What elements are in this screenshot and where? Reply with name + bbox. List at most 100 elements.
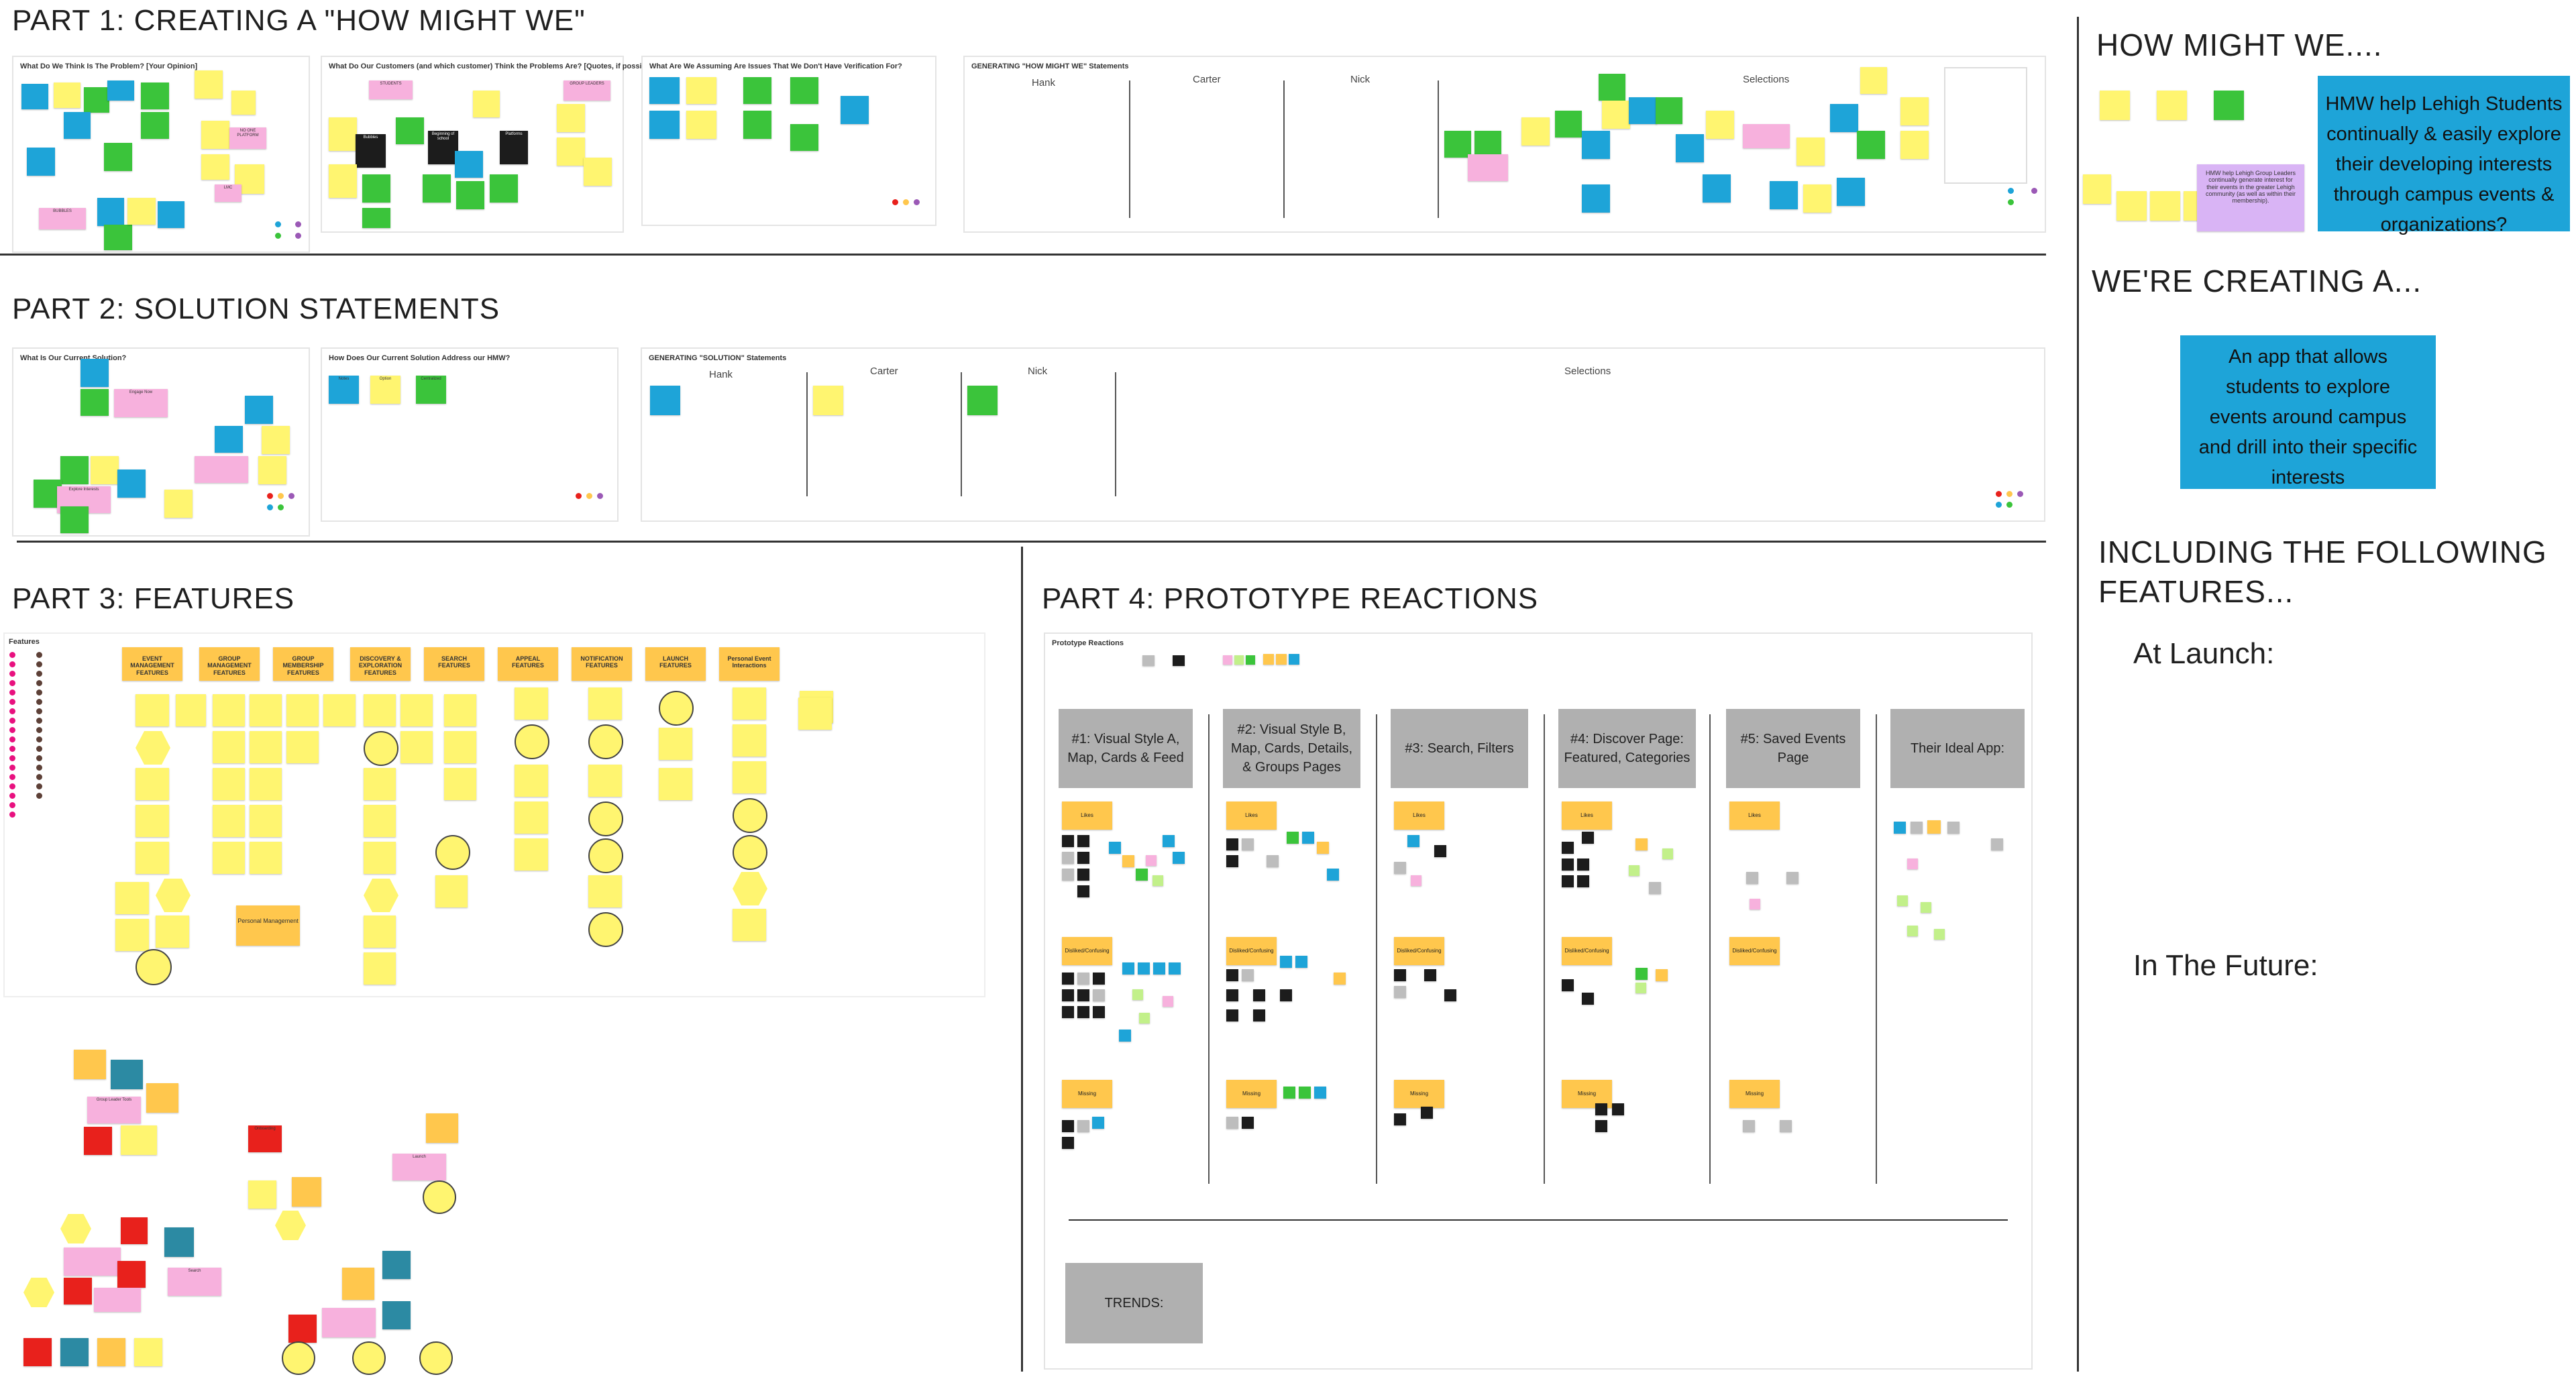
- reaction-chip[interactable]: [1562, 875, 1574, 887]
- feature-circle[interactable]: [659, 691, 694, 726]
- feature-category[interactable]: EVENT MANAGEMENT FEATURES: [122, 647, 182, 681]
- sticky-note[interactable]: [262, 426, 290, 454]
- vote-dot[interactable]: [9, 765, 15, 771]
- sticky-note[interactable]: Bubbles: [356, 134, 386, 168]
- sticky-note[interactable]: [91, 456, 119, 484]
- vote-dot[interactable]: [586, 493, 592, 499]
- reaction-chip[interactable]: [1092, 1117, 1104, 1129]
- sticky-note[interactable]: [64, 112, 91, 139]
- reaction-chip[interactable]: [1242, 838, 1254, 850]
- vote-dot[interactable]: [9, 755, 15, 761]
- reaction-chip[interactable]: [1444, 989, 1456, 1001]
- feature-circle[interactable]: [352, 1341, 386, 1375]
- sticky-note[interactable]: [136, 805, 169, 837]
- sticky-note[interactable]: [164, 490, 193, 518]
- sticky-note[interactable]: [111, 1060, 143, 1089]
- reaction-chip[interactable]: [1295, 956, 1307, 968]
- reaction-chip[interactable]: [1077, 835, 1089, 847]
- sticky-note[interactable]: [286, 731, 319, 763]
- trends-card[interactable]: TRENDS:: [1065, 1263, 1203, 1343]
- sticky-note[interactable]: [292, 1177, 321, 1207]
- vote-dot[interactable]: [267, 504, 273, 510]
- reaction-chip[interactable]: [1139, 1013, 1150, 1023]
- reaction-chip[interactable]: [1314, 1087, 1326, 1099]
- sticky-note[interactable]: [286, 694, 319, 726]
- sticky-note[interactable]: [104, 225, 132, 250]
- vote-dot[interactable]: [36, 708, 42, 714]
- sticky-note[interactable]: Notes: [329, 376, 359, 404]
- reaction-chip[interactable]: [1226, 1009, 1238, 1021]
- reaction-chip[interactable]: [1077, 1006, 1089, 1018]
- vote-dot[interactable]: [2017, 491, 2023, 497]
- reaction-chip[interactable]: [1062, 1137, 1074, 1149]
- sticky-note[interactable]: [841, 96, 869, 124]
- reaction-chip[interactable]: [1656, 969, 1668, 981]
- sticky-note[interactable]: [1656, 97, 1682, 124]
- vote-dot[interactable]: [36, 774, 42, 780]
- reaction-chip[interactable]: [1242, 969, 1254, 981]
- sticky-note[interactable]: [1860, 67, 1887, 94]
- reaction-chip[interactable]: [1062, 1120, 1074, 1132]
- hmw-alternative[interactable]: HMW help Lehigh Group Leaders continuall…: [2197, 164, 2304, 231]
- reaction-chip[interactable]: [1629, 865, 1640, 876]
- sticky-note[interactable]: [2214, 91, 2244, 120]
- sticky-note[interactable]: [515, 838, 548, 871]
- reaction-chip[interactable]: [1934, 929, 1945, 940]
- sticky-note[interactable]: [213, 694, 245, 726]
- sticky-note[interactable]: [733, 761, 766, 793]
- sticky-note[interactable]: [84, 1127, 112, 1155]
- sticky-note[interactable]: [1770, 181, 1798, 209]
- sticky-note[interactable]: [117, 1261, 146, 1288]
- reaction-chip[interactable]: [1169, 962, 1181, 975]
- reaction-chip[interactable]: [1146, 855, 1157, 866]
- sticky-note[interactable]: [588, 687, 622, 720]
- vote-dot[interactable]: [36, 661, 42, 667]
- sticky-note[interactable]: [80, 389, 109, 416]
- reaction-chip[interactable]: [1750, 899, 1760, 909]
- sticky-note[interactable]: [382, 1251, 411, 1279]
- vote-dot[interactable]: [36, 680, 42, 686]
- reaction-chip[interactable]: [1093, 973, 1105, 985]
- sticky-note[interactable]: [1803, 184, 1831, 213]
- sticky-note[interactable]: [1703, 174, 1731, 203]
- sticky-note[interactable]: [396, 117, 424, 144]
- vote-dot[interactable]: [9, 812, 15, 818]
- sticky-note[interactable]: [195, 456, 248, 483]
- vote-dot[interactable]: [36, 718, 42, 724]
- feature-hexagon[interactable]: [156, 879, 191, 912]
- reaction-chip[interactable]: [1226, 838, 1238, 850]
- vote-dot[interactable]: [9, 652, 15, 658]
- feature-category[interactable]: APPEAL FEATURES: [498, 647, 558, 681]
- vote-dot[interactable]: [295, 233, 301, 239]
- sticky-note[interactable]: Onboarding: [248, 1125, 282, 1152]
- sticky-note[interactable]: [1900, 97, 1929, 125]
- reaction-chip[interactable]: [1894, 822, 1906, 834]
- sticky-note[interactable]: [1555, 111, 1582, 137]
- reaction-chip[interactable]: [1595, 1120, 1607, 1132]
- reaction-chip[interactable]: [1317, 842, 1329, 854]
- sticky-note[interactable]: [104, 143, 132, 171]
- sticky-note[interactable]: [1743, 124, 1790, 148]
- vote-dot[interactable]: [2008, 188, 2014, 194]
- prototype-column-4[interactable]: #4: Discover Page: Featured, Categories: [1558, 709, 1696, 788]
- sticky-note[interactable]: [1796, 137, 1825, 166]
- sticky-note[interactable]: [141, 112, 169, 139]
- sticky-note[interactable]: [743, 111, 771, 139]
- sticky-note[interactable]: [288, 1315, 317, 1343]
- sticky-note[interactable]: [60, 1338, 89, 1366]
- reaction-chip[interactable]: [1907, 858, 1918, 869]
- reaction-chip[interactable]: [1122, 962, 1134, 975]
- vote-dot[interactable]: [9, 746, 15, 752]
- vote-dot[interactable]: [903, 199, 909, 205]
- sticky-note[interactable]: [2116, 191, 2147, 221]
- reaction-chip[interactable]: [1287, 832, 1299, 844]
- sticky-note[interactable]: [456, 181, 484, 209]
- reaction-chip[interactable]: [1062, 869, 1074, 881]
- sticky-note[interactable]: [1676, 134, 1704, 162]
- sticky-note[interactable]: [659, 728, 692, 760]
- sticky-note[interactable]: [1706, 111, 1734, 139]
- reaction-chip[interactable]: [1743, 1120, 1755, 1132]
- reaction-chip[interactable]: [1299, 1087, 1311, 1099]
- vote-dot[interactable]: [36, 755, 42, 761]
- prototype-column-6[interactable]: Their Ideal App:: [1890, 709, 2025, 788]
